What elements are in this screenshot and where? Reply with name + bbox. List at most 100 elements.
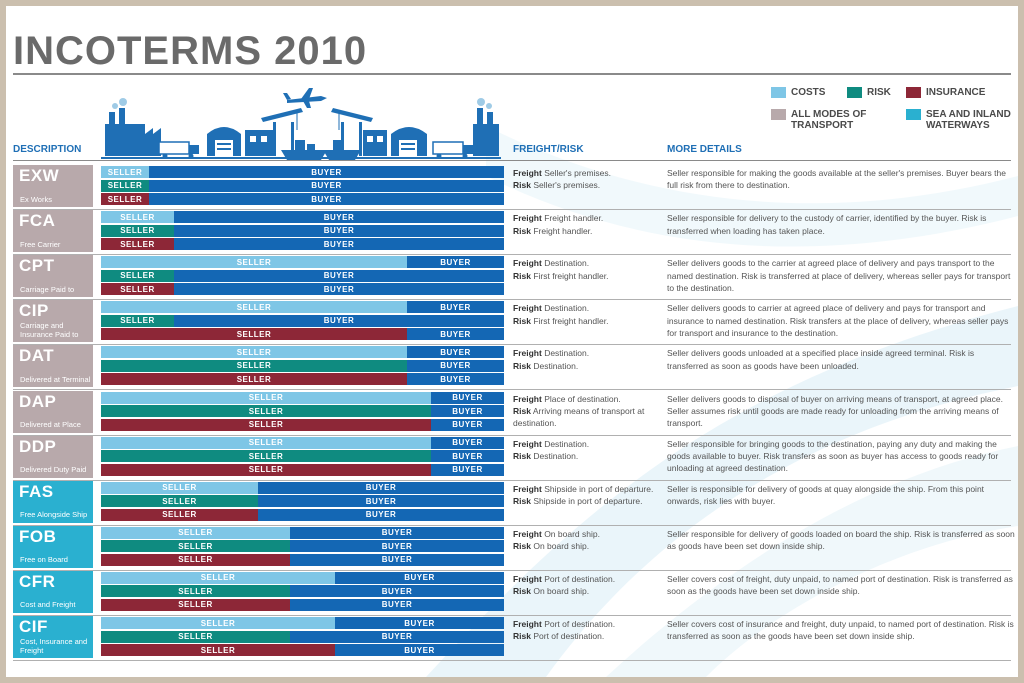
background-wave [426, 126, 1018, 677]
insurance-bar: SELLER BUYER [101, 373, 504, 386]
details-text: Seller is responsible for delivery of go… [667, 483, 985, 507]
freight-risk-text: Freight Port of destination. Risk On boar… [513, 573, 668, 598]
details-text: Seller responsible for bringing goods to… [667, 438, 999, 474]
risk-line: Risk Arriving means of transport at dest… [513, 405, 645, 429]
costs-bar: SELLER BUYER [101, 526, 504, 539]
legend-swatch [771, 87, 786, 98]
buyer-segment: BUYER [407, 359, 504, 372]
freight-risk-text: Freight Seller's premises. Risk Seller's … [513, 167, 668, 192]
responsibility-bars: SELLER BUYER SELLER BUYER SELLER BUYER [101, 210, 504, 252]
costs-bar: SELLER BUYER [101, 346, 504, 359]
risk-bar: SELLER BUYER [101, 359, 504, 372]
buyer-segment: BUYER [258, 495, 504, 508]
seller-segment: SELLER [101, 224, 174, 237]
freight-line: Freight Destination. [513, 348, 590, 359]
term-tile: DAP Delivered at Place [13, 390, 93, 433]
freight-line: Freight Freight handler. [513, 213, 604, 224]
buyer-segment: BUYER [407, 346, 504, 359]
risk-bar: SELLER BUYER [101, 495, 504, 508]
freight-risk-text: Freight On board ship. Risk On board ship… [513, 528, 668, 553]
costs-bar: SELLER BUYER [101, 301, 504, 314]
details-text: Seller covers cost of freight, duty unpa… [667, 573, 1013, 597]
term-tile: DDP Delivered Duty Paid [13, 435, 93, 478]
term-row-fob: FOB Free on Board SELLER BUYER SELLER BUYER SE… [6, 525, 1018, 571]
row-divider [13, 299, 1011, 301]
costs-bar: SELLER BUYER [101, 391, 504, 404]
seller-segment: SELLER [101, 283, 174, 296]
seller-segment: SELLER [101, 540, 290, 553]
warehouse-icon [207, 127, 241, 156]
costs-bar: SELLER BUYER [101, 571, 504, 584]
seller-segment: SELLER [101, 617, 335, 629]
row-divider [13, 569, 1011, 571]
term-code: DAT [19, 346, 55, 366]
buyer-segment: BUYER [174, 269, 504, 282]
seller-segment: SELLER [101, 463, 431, 476]
seller-segment: SELLER [101, 256, 407, 269]
row-divider [13, 434, 1011, 436]
buyer-segment: BUYER [149, 166, 504, 178]
seller-segment: SELLER [101, 495, 258, 508]
buyer-segment: BUYER [258, 508, 504, 521]
costs-bar: SELLER BUYER [101, 166, 504, 178]
details-text: Seller delivers goods to carrier at agre… [667, 303, 1009, 339]
buyer-segment: BUYER [407, 328, 504, 341]
truck-icon [158, 141, 199, 159]
term-row-dap: DAP Delivered at Place SELLER BUYER SELLER BU… [6, 390, 1018, 436]
buyer-segment: BUYER [431, 405, 504, 417]
term-name: Free Carrier [20, 239, 61, 249]
risk-bar: SELLER BUYER [101, 450, 504, 463]
buyer-segment: BUYER [407, 256, 504, 269]
term-row-dat: DAT Delivered at Terminal SELLER BUYER SELLE… [6, 345, 1018, 391]
term-name: Ex Works [20, 194, 52, 204]
seller-segment: SELLER [101, 166, 149, 178]
term-name: Cost, Insurance and Freight [20, 637, 88, 655]
buyer-segment: BUYER [407, 301, 504, 314]
row-divider [13, 479, 1011, 481]
truck-icon [432, 141, 473, 159]
factory-icon [473, 98, 499, 156]
buyer-segment: BUYER [174, 211, 504, 224]
term-code: DAP [19, 391, 57, 411]
insurance-bar: SELLER BUYER [101, 508, 504, 521]
risk-line: Risk Freight handler. [513, 225, 593, 236]
transport-illustration [101, 88, 501, 160]
details-text: Seller delivers goods to the carrier at … [667, 258, 1011, 293]
term-row-ddp: DDP Delivered Duty Paid SELLER BUYER SELLER B… [6, 435, 1018, 481]
seller-segment: SELLER [101, 328, 407, 341]
term-name: Free on Board [20, 555, 68, 565]
freight-risk-text: Freight Destination. Risk First freight h… [513, 302, 668, 327]
freight-line: Freight Port of destination. [513, 573, 616, 584]
seller-segment: SELLER [101, 571, 335, 584]
term-row-cif: CIF Cost, Insurance and Freight SELLER BUYE… [6, 616, 1018, 661]
risk-bar: SELLER BUYER [101, 585, 504, 598]
responsibility-bars: SELLER BUYER SELLER BUYER SELLER BUYER [101, 571, 504, 613]
seller-segment: SELLER [101, 405, 431, 417]
costs-bar: SELLER BUYER [101, 211, 504, 224]
buyer-segment: BUYER [431, 391, 504, 404]
header-freight-risk: FREIGHT/RISK [513, 144, 584, 155]
buyer-segment: BUYER [290, 630, 504, 643]
crane-icon [331, 108, 373, 156]
term-tile: FOB Free on Board [13, 525, 93, 568]
responsibility-bars: SELLER BUYER SELLER BUYER SELLER BUYER [101, 391, 504, 433]
details-text: Seller delivers goods to disposal of buy… [667, 393, 1003, 429]
title-divider [13, 73, 1011, 75]
seller-segment: SELLER [101, 179, 149, 192]
insurance-bar: SELLER BUYER [101, 418, 504, 431]
buyer-segment: BUYER [407, 373, 504, 386]
term-tile: CIF Cost, Insurance and Freight [13, 616, 93, 658]
buyer-segment: BUYER [149, 193, 504, 205]
port-building-icon [363, 130, 387, 156]
term-name: Carriage Paid to [20, 284, 75, 294]
risk-line: Risk On board ship. [513, 586, 590, 597]
risk-bar: SELLER BUYER [101, 179, 504, 192]
term-name: Delivered Duty Paid [20, 465, 87, 475]
insurance-bar: SELLER BUYER [101, 328, 504, 341]
buyer-segment: BUYER [335, 644, 504, 656]
risk-bar: SELLER BUYER [101, 224, 504, 237]
term-tile: CIP Carriage and Insurance Paid to [13, 300, 93, 343]
seller-segment: SELLER [101, 598, 290, 611]
term-tile: EXW Ex Works [13, 165, 93, 207]
seller-segment: SELLER [101, 418, 431, 431]
